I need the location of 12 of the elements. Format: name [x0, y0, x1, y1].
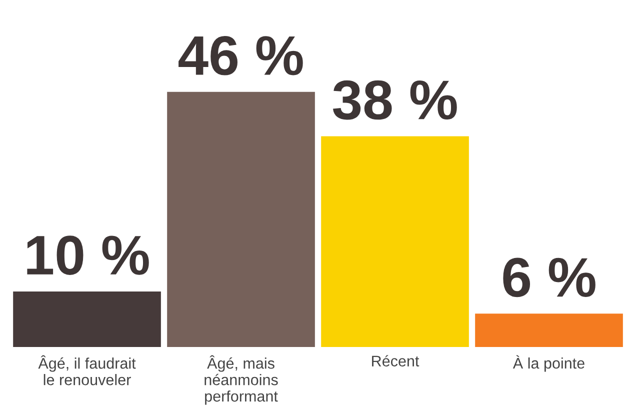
data-label: 46 % [178, 36, 303, 76]
x-tick-label: Récent [372, 355, 420, 366]
data-label: 10 % [27, 236, 149, 275]
data-label: 6 % [503, 258, 596, 298]
bar [475, 314, 623, 347]
x-tick-label: Âgé, il faudrait le renouveler [38, 355, 136, 386]
x-tick-label: Âgé, mais néanmoins performant [204, 355, 278, 405]
bar [167, 92, 315, 347]
bar [321, 136, 469, 347]
bar [13, 291, 161, 347]
data-label: 38 % [332, 80, 457, 120]
x-tick-label: À la pointe [512, 355, 584, 372]
